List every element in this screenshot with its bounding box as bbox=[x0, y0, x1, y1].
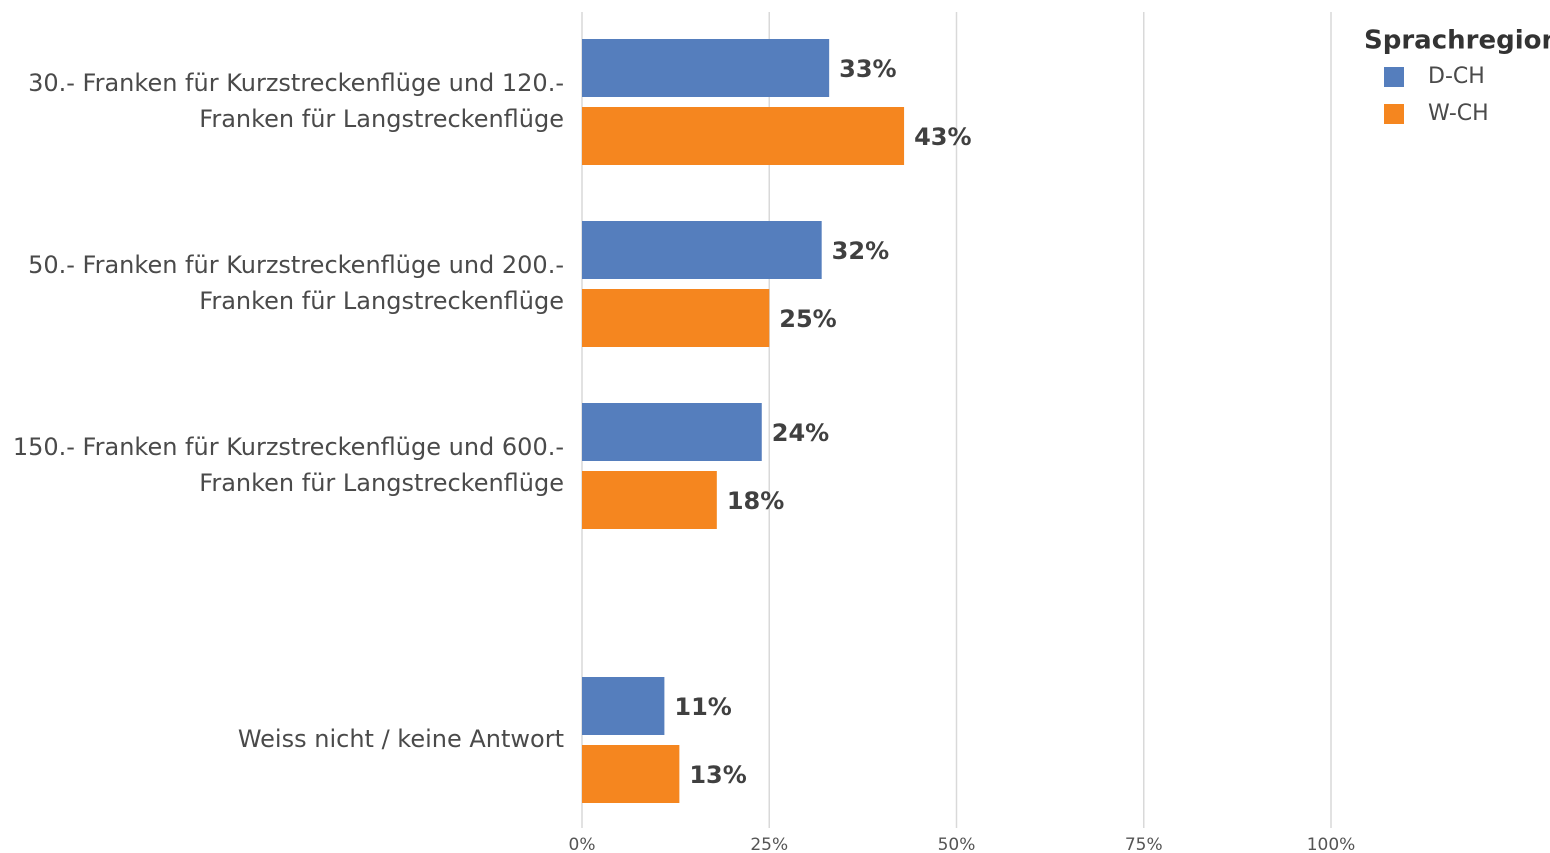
value-label: 32% bbox=[832, 237, 889, 265]
x-tick-label: 0% bbox=[569, 835, 596, 853]
bar bbox=[582, 289, 770, 347]
y-tick-label: Weiss nicht / keine Antwort bbox=[238, 725, 564, 753]
bar bbox=[582, 221, 822, 279]
value-label: 11% bbox=[674, 693, 731, 721]
value-label: 25% bbox=[779, 305, 836, 333]
y-tick-label: Franken für Langstreckenflüge bbox=[199, 105, 564, 133]
x-tick-label: 25% bbox=[750, 835, 788, 853]
x-tick-label: 100% bbox=[1307, 835, 1356, 853]
legend-label: W-CH bbox=[1428, 101, 1489, 126]
y-tick-label: Franken für Langstreckenflüge bbox=[199, 469, 564, 497]
legend-label: D-CH bbox=[1428, 64, 1485, 89]
bar bbox=[582, 745, 680, 803]
legend-swatch bbox=[1384, 104, 1404, 124]
legend-swatch bbox=[1384, 67, 1404, 87]
x-tick-label: 50% bbox=[938, 835, 976, 853]
bar bbox=[582, 471, 717, 529]
bar bbox=[582, 107, 905, 165]
value-label: 33% bbox=[839, 55, 896, 83]
y-tick-label: Franken für Langstreckenflüge bbox=[199, 287, 564, 315]
bar bbox=[582, 677, 665, 735]
legend-title: Sprachregion bbox=[1364, 26, 1550, 56]
value-label: 13% bbox=[689, 761, 746, 789]
value-label: 24% bbox=[772, 419, 829, 447]
value-label: 18% bbox=[727, 487, 784, 515]
bar bbox=[582, 403, 762, 461]
x-tick-label: 75% bbox=[1125, 835, 1163, 853]
value-label: 43% bbox=[914, 123, 971, 151]
bar bbox=[582, 39, 830, 97]
y-tick-label: 150.- Franken für Kurzstreckenflüge und … bbox=[13, 433, 564, 461]
y-tick-label: 50.- Franken für Kurzstreckenflüge und 2… bbox=[28, 251, 564, 279]
y-tick-label: 30.- Franken für Kurzstreckenflüge und 1… bbox=[28, 69, 564, 97]
